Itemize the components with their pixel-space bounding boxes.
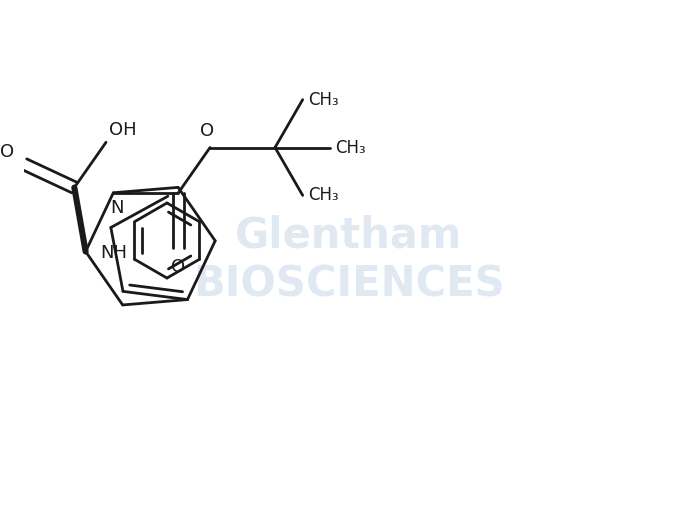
Text: CH₃: CH₃: [308, 90, 338, 109]
Text: CH₃: CH₃: [308, 186, 338, 204]
Text: CH₃: CH₃: [335, 138, 366, 157]
Text: Glentham
BIOSCIENCES: Glentham BIOSCIENCES: [193, 215, 505, 305]
Text: N: N: [110, 199, 123, 217]
Text: O: O: [1, 143, 15, 161]
Text: O: O: [171, 258, 185, 276]
Text: NH: NH: [101, 244, 127, 262]
Text: OH: OH: [109, 121, 137, 139]
Text: O: O: [200, 122, 214, 140]
